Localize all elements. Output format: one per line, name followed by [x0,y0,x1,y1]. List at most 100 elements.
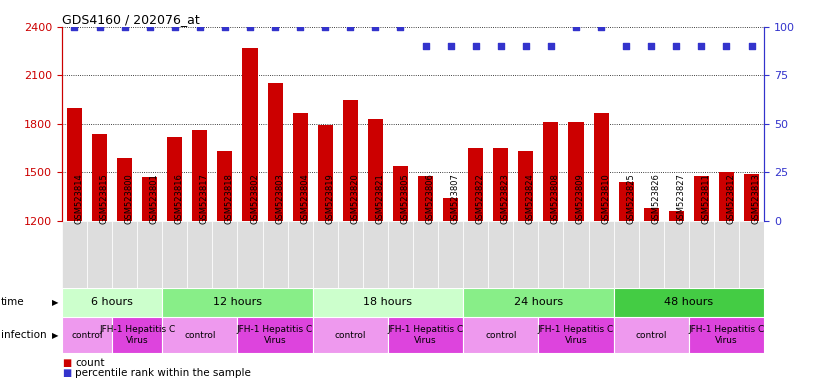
Bar [719,172,734,221]
FancyBboxPatch shape [463,317,539,353]
Point [644,43,657,50]
FancyBboxPatch shape [689,317,764,353]
FancyBboxPatch shape [338,221,363,288]
Bar [217,151,232,221]
FancyBboxPatch shape [162,317,238,353]
Text: 24 hours: 24 hours [514,297,563,308]
Point [520,43,533,50]
Point [268,24,282,30]
FancyBboxPatch shape [413,221,438,288]
Text: GSM523823: GSM523823 [501,173,510,224]
Point [719,43,733,50]
FancyBboxPatch shape [287,221,313,288]
Point [68,24,81,30]
Text: GSM523826: GSM523826 [651,173,660,224]
Text: GSM523804: GSM523804 [300,174,309,224]
Bar [643,208,659,221]
Bar [594,113,609,221]
FancyBboxPatch shape [238,221,263,288]
Text: GSM523805: GSM523805 [401,174,410,224]
FancyBboxPatch shape [739,221,764,288]
Bar [92,134,107,221]
Point [319,24,332,30]
FancyBboxPatch shape [137,221,162,288]
Text: GSM523824: GSM523824 [526,174,535,224]
Bar [243,48,258,221]
FancyBboxPatch shape [614,288,764,317]
Text: GSM523813: GSM523813 [752,173,761,224]
FancyBboxPatch shape [112,317,162,353]
Bar [268,83,282,221]
Text: control: control [184,331,216,339]
FancyBboxPatch shape [539,221,563,288]
Text: control: control [71,331,102,339]
Point [745,43,758,50]
Point [670,43,683,50]
FancyBboxPatch shape [62,221,87,288]
Text: GSM523812: GSM523812 [726,174,735,224]
Text: GSM523800: GSM523800 [125,174,134,224]
Text: GSM523810: GSM523810 [601,174,610,224]
Text: ■: ■ [62,368,71,379]
FancyBboxPatch shape [539,317,614,353]
FancyBboxPatch shape [588,221,614,288]
Text: JFH-1 Hepatitis C
Virus: JFH-1 Hepatitis C Virus [387,325,463,345]
Bar [619,182,634,221]
FancyBboxPatch shape [388,221,413,288]
Text: ▶: ▶ [52,331,59,339]
Text: control: control [335,331,366,339]
FancyBboxPatch shape [388,317,463,353]
Point [244,24,257,30]
Point [444,43,458,50]
Point [569,24,582,30]
Point [620,43,633,50]
Text: GSM523818: GSM523818 [225,173,234,224]
FancyBboxPatch shape [263,221,287,288]
FancyBboxPatch shape [313,288,463,317]
Bar [418,175,433,221]
FancyBboxPatch shape [614,317,689,353]
Bar [368,119,383,221]
Bar [192,130,207,221]
FancyBboxPatch shape [188,221,212,288]
Point [344,24,357,30]
Bar [167,137,183,221]
Text: count: count [75,358,105,368]
Text: GSM523811: GSM523811 [701,174,710,224]
FancyBboxPatch shape [313,317,388,353]
Bar [468,148,483,221]
Point [218,24,231,30]
Text: 48 hours: 48 hours [664,297,714,308]
Text: GSM523817: GSM523817 [200,173,209,224]
Point [293,24,306,30]
Text: GSM523819: GSM523819 [325,174,335,224]
Point [544,43,558,50]
Bar [744,174,759,221]
Text: control: control [635,331,667,339]
Text: GSM523808: GSM523808 [551,173,560,224]
Text: time: time [1,297,25,308]
Text: GSM523803: GSM523803 [275,173,284,224]
Bar [568,122,583,221]
Point [695,43,708,50]
Text: GSM523802: GSM523802 [250,174,259,224]
Text: infection: infection [1,330,46,340]
Text: 6 hours: 6 hours [91,297,133,308]
Text: GSM523822: GSM523822 [476,174,485,224]
Text: JFH-1 Hepatitis C
Virus: JFH-1 Hepatitis C Virus [237,325,313,345]
Bar [669,211,684,221]
FancyBboxPatch shape [488,221,513,288]
Point [93,24,107,30]
FancyBboxPatch shape [62,288,162,317]
Text: ■: ■ [62,358,71,368]
Bar [117,158,132,221]
FancyBboxPatch shape [162,288,313,317]
Point [494,43,507,50]
Text: GSM523825: GSM523825 [626,174,635,224]
Point [394,24,407,30]
Text: ▶: ▶ [52,298,59,307]
FancyBboxPatch shape [438,221,463,288]
Text: JFH-1 Hepatitis C
Virus: JFH-1 Hepatitis C Virus [688,325,765,345]
Point [143,24,156,30]
Point [193,24,206,30]
